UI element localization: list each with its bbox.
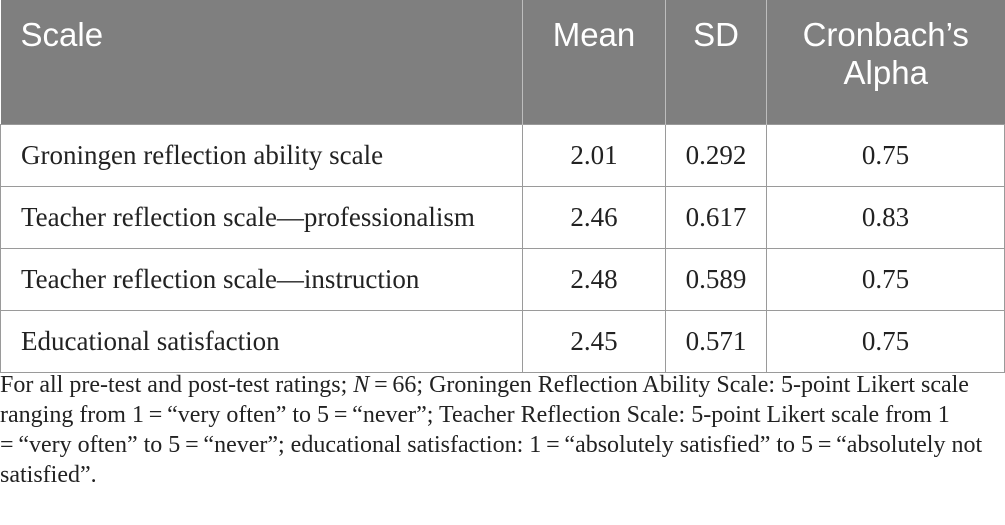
data-table-container: Scale Mean SD Cronbach’s Alpha Groningen… [0, 0, 1005, 373]
cell-scale: Teacher reflection scale—professionalism [0, 186, 523, 249]
cell-sd: 0.589 [665, 248, 767, 311]
header-mean: Mean [522, 0, 666, 125]
footnote-details: = 66; Groningen Reflection Ability Scale… [0, 372, 983, 488]
cell-scale: Educational satisfaction [0, 310, 523, 373]
table-row: Teacher reflection scale—instruction 2.4… [0, 248, 1005, 311]
cell-scale: Teacher reflection scale—instruction [0, 248, 523, 311]
cell-alpha: 0.75 [766, 310, 1005, 373]
cell-scale: Groningen reflection ability scale [0, 124, 523, 187]
cell-mean: 2.45 [522, 310, 666, 373]
table-footnote: For all pre-test and post-test ratings; … [0, 370, 1000, 490]
cell-sd: 0.571 [665, 310, 767, 373]
cell-mean: 2.01 [522, 124, 666, 187]
table-header-row: Scale Mean SD Cronbach’s Alpha [0, 0, 1005, 125]
cell-alpha: 0.75 [766, 124, 1005, 187]
cell-mean: 2.46 [522, 186, 666, 249]
cell-alpha: 0.75 [766, 248, 1005, 311]
footnote-intro: For all pre-test and post-test ratings; [0, 372, 354, 398]
table-row: Groningen reflection ability scale 2.01 … [0, 124, 1005, 187]
table-row: Educational satisfaction 2.45 0.571 0.75 [0, 310, 1005, 373]
cell-alpha: 0.83 [766, 186, 1005, 249]
cell-sd: 0.617 [665, 186, 767, 249]
footnote-n-symbol: N [353, 372, 370, 398]
cell-sd: 0.292 [665, 124, 767, 187]
scale-statistics-table: Scale Mean SD Cronbach’s Alpha Groningen… [0, 0, 1005, 373]
header-scale: Scale [0, 0, 523, 125]
table-row: Teacher reflection scale—professionalism… [0, 186, 1005, 249]
header-cronbachs-alpha: Cronbach’s Alpha [766, 0, 1005, 125]
cell-mean: 2.48 [522, 248, 666, 311]
header-sd: SD [665, 0, 767, 125]
